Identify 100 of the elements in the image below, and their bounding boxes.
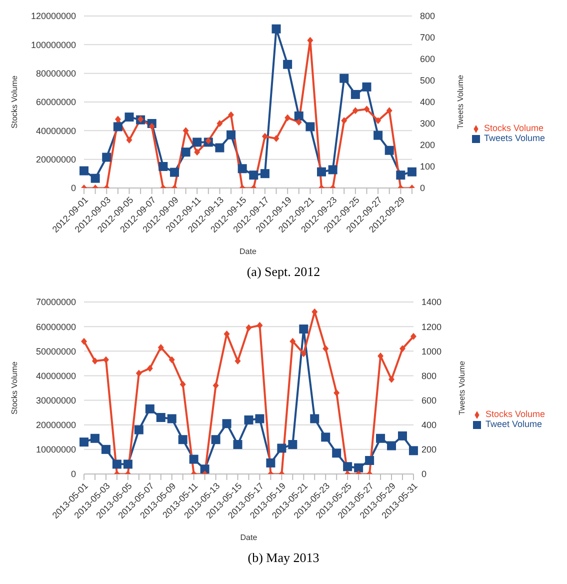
point: [233, 440, 242, 450]
point: [352, 107, 358, 114]
point: [408, 446, 418, 456]
y2-tick-label: 200: [421, 444, 436, 455]
point: [350, 90, 360, 99]
point: [90, 174, 100, 183]
point: [354, 463, 364, 472]
point: [290, 338, 296, 345]
point: [272, 24, 281, 34]
y2-tick-label: 500: [420, 76, 435, 86]
y-tick-label: 50000000: [36, 346, 76, 356]
point: [145, 404, 154, 414]
x-axis-title: Date: [240, 247, 257, 256]
y2-tick-label: 1000: [421, 346, 442, 356]
y2-tick-label: 700: [420, 32, 435, 43]
text: (a) Sept. 2012: [246, 264, 322, 280]
point: [398, 431, 407, 440]
y2-tick-label: 800: [421, 370, 436, 381]
point: [255, 414, 264, 424]
point: [260, 169, 270, 178]
point: [341, 117, 348, 124]
point: [102, 152, 112, 162]
y2-tick-label: 100: [420, 162, 435, 172]
point: [284, 114, 291, 122]
y2-tick-label: 1400: [421, 297, 442, 308]
point: [92, 357, 98, 364]
point: [246, 324, 252, 332]
legend-label: Stocks Volume: [485, 409, 545, 419]
point: [211, 435, 220, 444]
point: [228, 111, 234, 118]
point: [212, 382, 219, 390]
y2-tick-label: 600: [421, 395, 436, 406]
point: [101, 444, 110, 454]
point: [80, 166, 88, 176]
y-tick-label: 120000000: [30, 11, 76, 22]
legend-label: Tweets Volume: [484, 133, 545, 143]
point: [124, 112, 134, 122]
point: [410, 332, 416, 340]
legend-label: Stocks Volume: [484, 123, 544, 133]
y-tick-label: 0: [70, 183, 76, 194]
point: [102, 356, 109, 364]
point: [156, 412, 166, 422]
y2-axis-title: Tweets Volume: [457, 360, 466, 416]
legend-label: Tweet Volume: [485, 419, 542, 429]
point: [148, 122, 155, 130]
point: [200, 464, 210, 474]
x-axis-title: Date: [240, 533, 258, 542]
point: [362, 82, 372, 92]
y-tick-label: 60000000: [36, 97, 76, 108]
point: [170, 168, 179, 177]
point: [399, 345, 406, 352]
point: [146, 364, 153, 372]
point: [194, 148, 200, 156]
point: [296, 118, 302, 126]
y2-tick-label: 600: [420, 54, 435, 64]
point: [244, 415, 254, 424]
point: [181, 148, 190, 157]
point: [396, 170, 406, 180]
point: [374, 130, 383, 140]
y-tick-label: 100000000: [30, 40, 76, 50]
point: [182, 127, 189, 134]
point: [364, 106, 370, 113]
y2-tick-label: 200: [420, 140, 435, 150]
point: [113, 122, 122, 132]
point: [388, 376, 395, 383]
point: [332, 448, 342, 458]
y-axis-title: Stocks Volume: [10, 360, 19, 414]
point: [384, 146, 394, 155]
point: [300, 350, 307, 358]
point: [328, 165, 338, 174]
point: [158, 162, 168, 171]
point: [112, 460, 122, 469]
y-tick-label: 30000000: [36, 395, 76, 406]
point: [134, 425, 144, 434]
y-tick-label: 40000000: [36, 370, 76, 381]
point: [266, 458, 276, 468]
point: [249, 170, 258, 180]
point: [316, 167, 326, 176]
point: [294, 111, 304, 120]
point: [168, 356, 175, 364]
point: [376, 434, 386, 443]
point: [178, 435, 188, 444]
point: [189, 454, 198, 464]
text: (b) May 2013: [246, 550, 320, 566]
y2-tick-label: 800: [420, 11, 435, 22]
y2-axis-title: Tweets Volume: [456, 74, 465, 130]
point: [288, 440, 298, 450]
point: [114, 116, 121, 123]
point: [238, 164, 247, 174]
y2-tick-label: 400: [421, 420, 436, 430]
point: [283, 60, 292, 69]
point: [277, 444, 286, 453]
y2-tick-label: 400: [420, 97, 435, 108]
y-tick-label: 10000000: [36, 444, 76, 455]
y-tick-label: 20000000: [36, 154, 76, 165]
y-tick-label: 70000000: [36, 297, 76, 308]
point: [215, 143, 224, 152]
point: [262, 132, 268, 140]
point: [123, 460, 132, 469]
y2-tick-label: 0: [421, 469, 426, 480]
